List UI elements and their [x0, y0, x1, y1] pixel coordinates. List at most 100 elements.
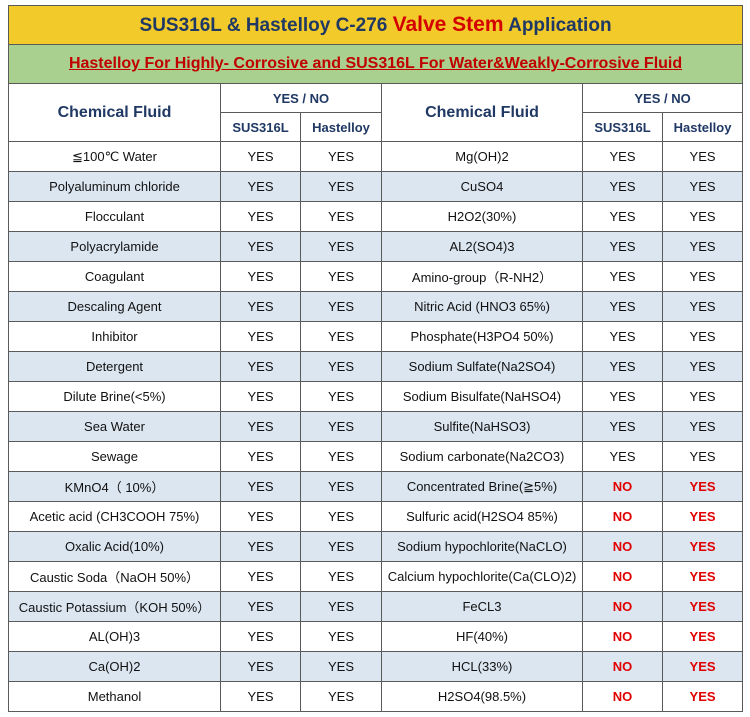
fluid-cell-right: Sulfite(NaHSO3): [381, 411, 583, 442]
hastelloy-cell-right: YES: [661, 201, 744, 232]
sus316l-cell-right: YES: [582, 411, 663, 442]
fluid-cell-right: Sodium Bisulfate(NaHSO4): [381, 381, 583, 412]
fluid-cell-left: ≦100℃ Water: [8, 141, 221, 172]
sus316l-cell-right: YES: [582, 291, 663, 322]
sus316l-cell-left: YES: [220, 351, 301, 382]
sus316l-cell-right: YES: [582, 201, 663, 232]
fluid-cell-left: KMnO4（ 10%）: [8, 471, 221, 502]
fluid-cell-right: Sodium Sulfate(Na2SO4): [381, 351, 583, 382]
table-row: Detergent YES YES Sodium Sulfate(Na2SO4) YES…: [8, 351, 744, 382]
sus316l-cell-right: YES: [582, 321, 663, 352]
sus316l-cell-left: YES: [220, 411, 301, 442]
hastelloy-cell-right: YES: [661, 291, 744, 322]
table-row: Inhibitor YES YES Phosphate(H3PO4 50%) YES YE…: [8, 321, 744, 352]
fluid-cell-right: CuSO4: [381, 171, 583, 202]
hastelloy-cell-left: YES: [300, 291, 382, 322]
fluid-cell-right: H2O2(30%): [381, 201, 583, 232]
sus316l-cell-left: YES: [220, 651, 301, 682]
sus316l-cell-left: YES: [220, 171, 301, 202]
sus316l-cell-right: YES: [582, 171, 663, 202]
table-row: KMnO4（ 10%） YES YES Concentrated Brine(≧5%)…: [8, 471, 744, 502]
table-row: Caustic Potassium（KOH 50%） YES YES FeCL3 NO Y…: [8, 591, 744, 622]
fluid-cell-left: AL(OH)3: [8, 621, 221, 652]
header-yes-no-left: YES / NO: [220, 83, 382, 113]
header-hastelloy-left: Hastelloy: [300, 112, 382, 142]
hastelloy-cell-left: YES: [300, 261, 382, 292]
sus316l-cell-left: YES: [220, 381, 301, 412]
sus316l-cell-left: YES: [220, 201, 301, 232]
sus316l-cell-left: YES: [220, 291, 301, 322]
fluid-cell-right: Nitric Acid (HNO3 65%): [381, 291, 583, 322]
header-sus316l-right: SUS316L: [582, 112, 663, 142]
fluid-cell-right: Calcium hypochlorite(Ca(CLO)2): [381, 561, 583, 592]
sus316l-cell-left: YES: [220, 141, 301, 172]
table-row: Acetic acid (CH3COOH 75%) YES YES Sulfuric …: [8, 501, 744, 532]
table-row: Caustic Soda（NaOH 50%） YES YES Calcium hypo…: [8, 561, 744, 592]
sus316l-cell-left: YES: [220, 531, 301, 562]
fluid-cell-left: Oxalic Acid(10%): [8, 531, 221, 562]
hastelloy-cell-right: YES: [661, 531, 744, 562]
hastelloy-cell-left: YES: [300, 531, 382, 562]
sus316l-cell-left: YES: [220, 231, 301, 262]
table-row: ≦100℃ Water YES YES Mg(OH)2 YES YES: [8, 141, 744, 172]
hastelloy-cell-left: YES: [300, 651, 382, 682]
sus316l-cell-right: YES: [582, 261, 663, 292]
sus316l-cell-right: NO: [582, 531, 663, 562]
fluid-cell-left: Caustic Potassium（KOH 50%）: [8, 591, 221, 622]
sus316l-cell-right: YES: [582, 351, 663, 382]
hastelloy-cell-right: YES: [661, 441, 744, 472]
hastelloy-cell-right: YES: [661, 141, 744, 172]
fluid-cell-right: HCL(33%): [381, 651, 583, 682]
sus316l-cell-left: YES: [220, 261, 301, 292]
fluid-cell-left: Inhibitor: [8, 321, 221, 352]
hastelloy-cell-left: YES: [300, 171, 382, 202]
hastelloy-cell-left: YES: [300, 231, 382, 262]
fluid-cell-left: Acetic acid (CH3COOH 75%): [8, 501, 221, 532]
sus316l-cell-left: YES: [220, 561, 301, 592]
hastelloy-cell-right: YES: [661, 591, 744, 622]
table-row: Dilute Brine(<5%) YES YES Sodium Bisulfate(…: [8, 381, 744, 412]
sus316l-cell-left: YES: [220, 501, 301, 532]
fluid-cell-left: Polyaluminum chloride: [8, 171, 221, 202]
hastelloy-cell-right: YES: [661, 681, 744, 712]
page-title: SUS316L & Hastelloy C-276 Valve Stem App…: [7, 5, 744, 45]
sus316l-cell-right: NO: [582, 651, 663, 682]
sus316l-cell-right: YES: [582, 231, 663, 262]
header-sus316l-left: SUS316L: [220, 112, 301, 142]
fluid-cell-right: FeCL3: [381, 591, 583, 622]
hastelloy-cell-right: YES: [661, 621, 744, 652]
hastelloy-cell-left: YES: [300, 501, 382, 532]
hastelloy-cell-right: YES: [661, 561, 744, 592]
header-hastelloy-right: Hastelloy: [661, 112, 744, 142]
page-subtitle: Hastelloy For Highly- Corrosive and SUS3…: [7, 44, 744, 84]
title-part-2: Application: [503, 15, 612, 36]
fluid-cell-right: Sodium carbonate(Na2CO3): [381, 441, 583, 472]
hastelloy-cell-right: YES: [661, 651, 744, 682]
hastelloy-cell-right: YES: [661, 261, 744, 292]
fluid-cell-right: Phosphate(H3PO4 50%): [381, 321, 583, 352]
fluid-cell-left: Sea Water: [8, 411, 221, 442]
sus316l-cell-right: NO: [582, 621, 663, 652]
table-row: Coagulant YES YES Amino-group（R-NH2） YES YES: [8, 261, 744, 292]
sus316l-cell-right: YES: [582, 441, 663, 472]
compatibility-sheet: SUS316L & Hastelloy C-276 Valve Stem App…: [7, 5, 744, 712]
hastelloy-cell-left: YES: [300, 621, 382, 652]
fluid-cell-right: AL2(SO4)3: [381, 231, 583, 262]
sus316l-cell-left: YES: [220, 441, 301, 472]
hastelloy-cell-left: YES: [300, 591, 382, 622]
table-row: Descaling Agent YES YES Nitric Acid (HNO3 6…: [8, 291, 744, 322]
hastelloy-cell-left: YES: [300, 681, 382, 712]
header-chemical-fluid-left: Chemical Fluid: [8, 83, 221, 142]
hastelloy-cell-right: YES: [661, 381, 744, 412]
hastelloy-cell-right: YES: [661, 501, 744, 532]
hastelloy-cell-left: YES: [300, 381, 382, 412]
header-yes-no-right: YES / NO: [581, 83, 744, 113]
sus316l-cell-right: YES: [582, 381, 663, 412]
fluid-cell-right: HF(40%): [381, 621, 583, 652]
table-row: AL(OH)3 YES YES HF(40%) NO YES: [8, 621, 744, 652]
hastelloy-cell-right: YES: [661, 171, 744, 202]
sus316l-cell-left: YES: [220, 321, 301, 352]
fluid-cell-left: Ca(OH)2: [8, 651, 221, 682]
fluid-cell-left: Sewage: [8, 441, 221, 472]
hastelloy-cell-left: YES: [300, 321, 382, 352]
